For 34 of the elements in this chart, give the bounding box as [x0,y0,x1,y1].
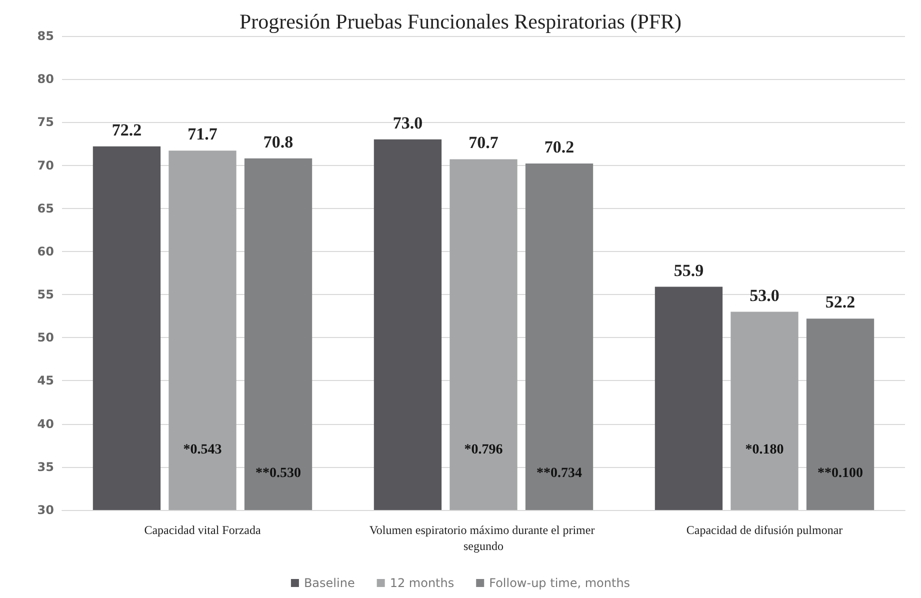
annotation: **0.100 [818,466,864,481]
data-label: 70.8 [263,132,294,152]
x-tick-label: Capacidad de difusión pulmonar [686,523,843,537]
y-tick-label: 50 [37,330,54,345]
legend-label: 12 months [390,576,454,590]
data-label: 55.9 [674,260,704,280]
y-tick-label: 75 [37,115,54,130]
data-label: 72.2 [112,120,142,140]
annotation: *0.796 [464,442,503,458]
annotation: **0.734 [536,466,582,481]
y-tick-label: 80 [37,72,54,86]
y-tick-label: 30 [37,503,54,517]
legend-label: Baseline [304,576,355,590]
data-label: 70.2 [544,138,574,157]
data-label: 70.7 [468,133,499,152]
data-label: 53.0 [750,286,780,305]
chart-title: Progresión Pruebas Funcionales Respiratorias (PFR) [239,10,682,34]
data-label: 73.0 [392,113,423,132]
y-tick-label: 55 [37,288,54,302]
annotation: **0.530 [256,466,302,481]
data-label: 52.2 [825,292,856,312]
y-tick-label: 85 [37,29,54,43]
x-tick-label: Volumen espiratorio máximo durante el primer segundo [369,523,598,553]
x-tick-label: Capacidad vital Forzada [144,523,262,537]
y-tick-label: 35 [37,460,54,474]
data-label: 71.7 [188,124,218,144]
legend-label: Follow-up time, months [489,576,630,590]
annotation: *0.543 [183,442,222,458]
y-tick-label: 70 [37,158,54,172]
y-tick-label: 40 [37,416,54,431]
y-tick-label: 45 [37,374,54,388]
annotation: *0.180 [745,442,784,458]
y-tick-label: 65 [37,201,54,216]
y-tick-label: 60 [37,244,54,258]
